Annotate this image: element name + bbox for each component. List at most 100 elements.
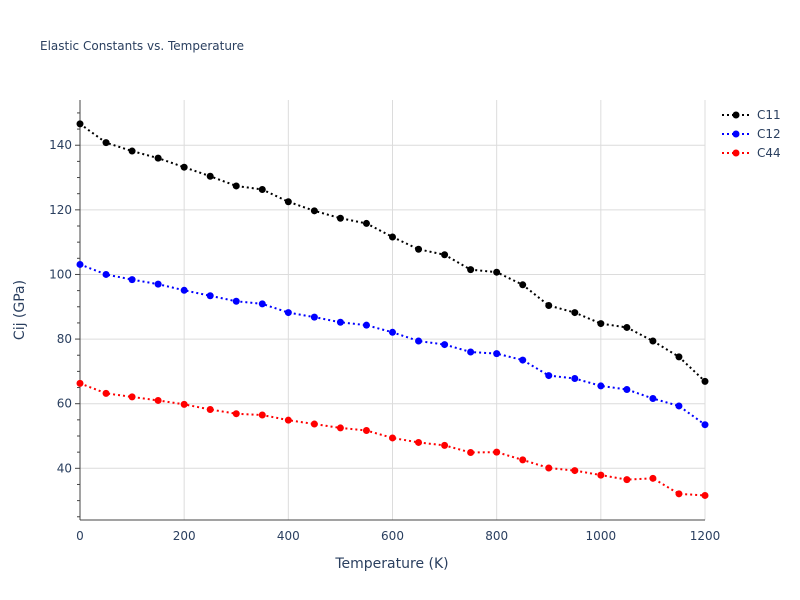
data-point-c11 <box>545 301 553 309</box>
y-tick-label: 120 <box>49 203 72 217</box>
x-tick-label: 600 <box>381 529 404 543</box>
data-point-c12 <box>675 402 683 410</box>
data-point-c12 <box>154 280 162 288</box>
data-point-c12 <box>232 297 240 305</box>
data-point-c11 <box>467 266 475 274</box>
data-point-c11 <box>441 251 449 259</box>
data-point-c44 <box>415 438 423 446</box>
data-point-c44 <box>441 441 449 449</box>
x-tick-label: 1000 <box>586 529 617 543</box>
data-point-c11 <box>102 139 110 147</box>
data-point-c44 <box>362 427 370 435</box>
data-point-c12 <box>649 395 657 403</box>
data-point-c12 <box>258 300 266 308</box>
data-point-c44 <box>623 476 631 484</box>
data-point-c11 <box>336 214 344 222</box>
data-point-c44 <box>180 400 188 408</box>
data-point-c44 <box>467 448 475 456</box>
data-point-c12 <box>623 385 631 393</box>
data-point-c12 <box>415 337 423 345</box>
data-point-c44 <box>545 464 553 472</box>
x-tick-label: 0 <box>76 529 84 543</box>
data-point-c44 <box>310 420 318 428</box>
data-point-c11 <box>623 323 631 331</box>
data-point-c12 <box>310 313 318 321</box>
legend-label-c44: C44 <box>757 146 781 160</box>
data-point-c12 <box>519 356 527 364</box>
data-point-c44 <box>675 490 683 498</box>
data-point-c12 <box>441 341 449 349</box>
data-point-c11 <box>258 185 266 193</box>
data-point-c44 <box>649 474 657 482</box>
data-point-c12 <box>545 372 553 380</box>
data-point-c11 <box>180 163 188 171</box>
data-point-c44 <box>102 389 110 397</box>
data-point-c11 <box>389 233 396 241</box>
y-tick-label: 80 <box>57 332 72 346</box>
data-point-c44 <box>519 456 527 464</box>
data-point-c11 <box>675 353 683 361</box>
data-point-c44 <box>258 411 266 419</box>
legend-item-c12: C12 <box>722 127 781 141</box>
data-point-c12 <box>206 292 214 300</box>
data-point-c12 <box>701 421 709 429</box>
data-point-c12 <box>180 286 188 294</box>
data-point-c44 <box>128 393 136 401</box>
data-point-c11 <box>362 219 370 227</box>
legend-label-c11: C11 <box>757 108 781 122</box>
data-point-c12 <box>128 276 136 284</box>
data-point-c12 <box>493 350 501 358</box>
y-tick-label: 40 <box>57 461 72 475</box>
legend-marker-c11 <box>732 111 740 119</box>
legend-marker-c12 <box>732 130 740 138</box>
y-tick-label: 60 <box>57 397 72 411</box>
data-point-c12 <box>102 270 110 278</box>
gridlines <box>80 100 706 520</box>
data-point-c11 <box>284 198 292 206</box>
data-point-c12 <box>467 348 475 356</box>
y-axis-label: Cij (GPa) <box>12 280 28 340</box>
data-point-c11 <box>206 172 214 180</box>
data-point-c44 <box>597 471 605 479</box>
x-tick-label: 200 <box>173 529 196 543</box>
series-layer <box>76 120 709 499</box>
data-point-c44 <box>154 396 162 404</box>
data-point-c11 <box>76 120 84 128</box>
data-point-c12 <box>336 318 344 326</box>
data-point-c11 <box>128 147 136 155</box>
legend-marker-c44 <box>732 149 740 157</box>
data-point-c11 <box>571 309 579 317</box>
data-point-c11 <box>519 281 527 289</box>
data-point-c44 <box>571 467 579 475</box>
x-tick-label: 800 <box>485 529 508 543</box>
legend-item-c44: C44 <box>722 146 781 160</box>
data-point-c12 <box>571 374 579 382</box>
data-point-c12 <box>362 321 370 329</box>
data-point-c11 <box>154 154 162 162</box>
data-point-c11 <box>310 207 318 215</box>
legend-item-c11: C11 <box>722 108 781 122</box>
data-point-c44 <box>389 434 396 442</box>
data-point-c12 <box>284 309 292 317</box>
x-tick-label: 1200 <box>690 529 721 543</box>
data-point-c11 <box>232 182 240 190</box>
data-point-c11 <box>701 377 709 385</box>
series-c12 <box>76 260 709 429</box>
chart-title: Elastic Constants vs. Temperature <box>40 39 244 53</box>
data-point-c11 <box>649 337 657 345</box>
data-point-c12 <box>76 260 84 268</box>
x-axis-label: Temperature (K) <box>334 556 448 572</box>
series-c11 <box>76 120 709 385</box>
data-point-c44 <box>232 410 240 418</box>
axes: 0 200 400 600 800 1000 1200 40 60 80 100 120 140 <box>49 100 720 543</box>
x-tick-label: 400 <box>277 529 300 543</box>
data-point-c11 <box>415 245 423 253</box>
data-point-c44 <box>76 379 84 387</box>
data-point-c44 <box>701 491 709 499</box>
legend: C11 C12 C44 <box>722 108 781 160</box>
data-point-c12 <box>389 328 396 336</box>
y-tick-label: 140 <box>49 138 72 152</box>
data-point-c12 <box>597 382 605 390</box>
data-point-c11 <box>597 320 605 328</box>
